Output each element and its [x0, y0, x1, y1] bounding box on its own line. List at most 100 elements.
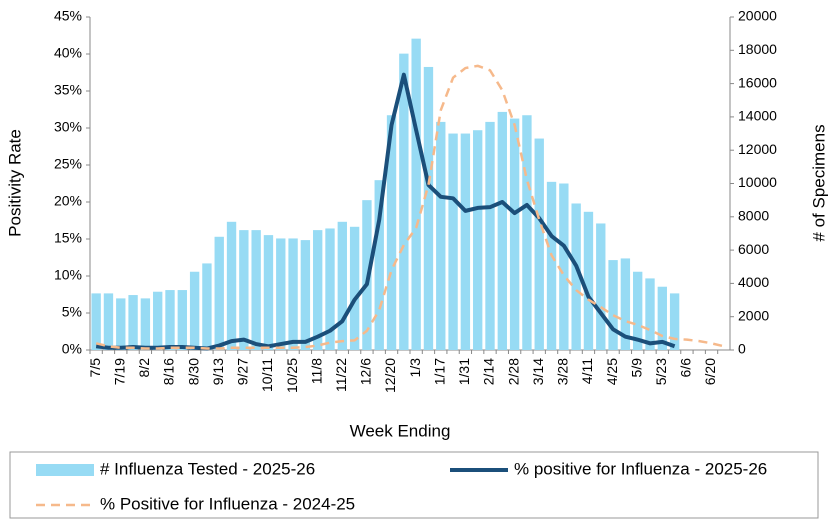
x-tick-label: 4/25 — [604, 358, 620, 385]
bar — [497, 111, 507, 350]
y-tick-label: 15% — [54, 230, 82, 246]
x-tick-label: 7/19 — [111, 358, 127, 385]
bar — [448, 133, 458, 350]
y2-tick-label: 18000 — [738, 41, 777, 57]
x-tick-label: 1/31 — [456, 358, 472, 385]
bar — [460, 133, 471, 350]
x-tick-label: 7/5 — [87, 358, 103, 378]
y-tick-label: 5% — [62, 304, 82, 320]
x-tick-label: 5/23 — [653, 358, 669, 385]
y2-tick-label: 0 — [738, 341, 746, 357]
bar — [546, 181, 557, 350]
y-tick-label: 30% — [54, 119, 82, 135]
x-tick-label: 12/20 — [382, 358, 398, 393]
bar — [153, 291, 163, 350]
bar — [226, 221, 237, 350]
x-tick-label: 10/11 — [259, 358, 275, 392]
y-tick-label: 10% — [54, 267, 82, 283]
y-tick-label: 25% — [54, 156, 82, 172]
bar — [165, 290, 175, 350]
x-tick-label: 8/2 — [136, 358, 152, 378]
legend-label: # Influenza Tested - 2025-26 — [100, 459, 315, 478]
bar — [116, 298, 126, 350]
bar — [337, 221, 347, 350]
bar — [386, 115, 397, 350]
x-tick-label: 8/16 — [161, 358, 177, 385]
bar — [374, 180, 384, 350]
x-tick-label: 12/6 — [358, 358, 374, 385]
y2-tick-label: 4000 — [738, 274, 769, 290]
bar — [669, 293, 680, 350]
x-tick-label: 6/20 — [702, 358, 718, 385]
x-tick-label: 11/8 — [308, 358, 324, 384]
bar — [300, 240, 311, 350]
bar — [596, 223, 606, 350]
bar — [571, 203, 581, 350]
bar — [485, 121, 495, 351]
x-tick-label: 10/25 — [284, 358, 300, 393]
bar — [91, 293, 101, 350]
bar — [288, 238, 298, 350]
bar — [645, 278, 655, 350]
bar — [620, 258, 631, 350]
bar — [633, 271, 643, 350]
x-tick-label: 3/14 — [530, 358, 546, 385]
y-tick-label: 20% — [54, 193, 82, 209]
y-axis-title: Positivity Rate — [5, 129, 24, 237]
x-tick-label: 2/14 — [481, 358, 497, 385]
bar — [325, 228, 335, 350]
y-tick-label: 40% — [54, 45, 82, 61]
y2-tick-label: 6000 — [738, 241, 769, 257]
bar — [423, 66, 434, 350]
bar — [436, 121, 446, 351]
y-tick-label: 35% — [54, 82, 82, 98]
x-tick-label: 8/30 — [185, 358, 201, 385]
x-tick-label: 2/28 — [505, 358, 521, 385]
y2-tick-label: 12000 — [738, 141, 777, 157]
bar — [559, 183, 569, 350]
y2-tick-label: 20000 — [738, 8, 777, 24]
x-tick-label: 1/17 — [431, 358, 447, 385]
bar — [522, 115, 532, 350]
legend-label: % positive for Influenza - 2025-26 — [514, 459, 767, 478]
y2-tick-label: 16000 — [738, 74, 777, 90]
bar — [263, 235, 274, 350]
y2-tick-label: 14000 — [738, 108, 777, 124]
bar — [657, 286, 667, 350]
bar — [583, 211, 594, 350]
bar — [251, 230, 261, 350]
bar — [399, 53, 409, 350]
bar — [202, 263, 212, 350]
legend-swatch — [36, 464, 94, 476]
x-tick-label: 5/9 — [628, 358, 644, 378]
y2-tick-label: 8000 — [738, 208, 769, 224]
y2-tick-label: 10000 — [738, 174, 777, 190]
bar — [349, 226, 360, 350]
bar — [313, 230, 323, 350]
bar — [473, 130, 483, 350]
y-tick-label: 45% — [54, 8, 82, 24]
x-tick-label: 6/6 — [678, 358, 694, 378]
bar — [103, 293, 114, 350]
x-tick-label: 4/11 — [579, 358, 595, 384]
y2-tick-label: 2000 — [738, 307, 769, 323]
bar — [276, 238, 286, 350]
x-tick-label: 11/22 — [333, 358, 349, 392]
bar — [189, 271, 200, 350]
legend-box — [9, 451, 819, 519]
x-tick-label: 9/13 — [210, 358, 226, 385]
bar — [239, 230, 249, 350]
bar — [128, 295, 138, 350]
bar — [534, 138, 544, 350]
x-tick-label: 9/27 — [235, 358, 251, 385]
x-tick-label: 3/28 — [555, 358, 571, 385]
bar — [214, 236, 224, 350]
bar — [140, 298, 151, 350]
x-tick-label: 1/3 — [407, 358, 423, 378]
bar — [608, 260, 618, 350]
bar — [411, 38, 421, 351]
y-tick-label: 0% — [62, 341, 82, 357]
legend-label: % Positive for Influenza - 2024-25 — [100, 494, 355, 513]
bar — [177, 290, 187, 350]
